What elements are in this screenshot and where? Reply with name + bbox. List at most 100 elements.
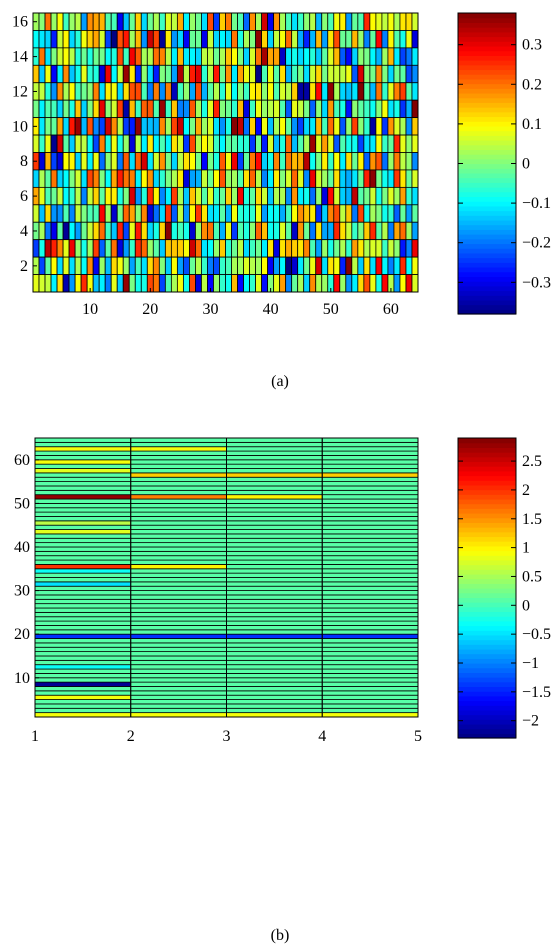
panel-a-cell [128, 82, 136, 101]
panel-b-colorbar-band [458, 630, 516, 636]
panel-a-cell [279, 64, 287, 84]
panel-b-cell [34, 524, 132, 530]
panel-a-cell [182, 30, 190, 49]
panel-b-cell [130, 598, 227, 605]
panel-b-y-tick-label: 60 [14, 452, 30, 469]
panel-a-cell [351, 117, 359, 136]
panel-a-cell [44, 256, 52, 275]
panel-b-cell [130, 703, 227, 709]
panel-b-cell [321, 502, 419, 509]
panel-a-cell [201, 99, 208, 119]
panel-a-cell [195, 82, 202, 101]
panel-b-cell [34, 677, 132, 683]
panel-a-cell [80, 274, 88, 293]
panel-a-cell [369, 169, 377, 188]
panel-b-cell [226, 712, 323, 718]
panel-a-cell [146, 152, 154, 171]
panel-a-cell [321, 30, 329, 49]
panel-b-cell [130, 707, 227, 714]
panel-a-cell [98, 99, 106, 119]
panel-a-cell [321, 274, 329, 293]
panel-a-cell [128, 117, 136, 136]
panel-a-cell [201, 117, 208, 136]
panel-a-cell [339, 274, 347, 293]
panel-a-cell [291, 274, 299, 293]
panel-a-cell [110, 152, 118, 171]
panel-a-y-tick-label: 12 [12, 83, 28, 100]
panel-a-cell [363, 12, 371, 31]
panel-b-colorbar-tick-label: −2 [522, 713, 539, 730]
panel-a-colorbar-tick-label: 0 [522, 156, 530, 173]
panel-b-cell [130, 529, 227, 535]
panel-a-colorbar-band [458, 116, 516, 122]
panel-a-cell [207, 256, 214, 275]
panel-a-cell [261, 274, 269, 293]
panel-a-cell [333, 204, 341, 223]
panel-a-cell [110, 239, 118, 258]
panel-a-colorbar-band [458, 13, 516, 19]
panel-a-cell [110, 204, 118, 223]
panel-a-cell [146, 30, 154, 49]
panel-a-cell [387, 64, 395, 84]
panel-a-cell [309, 239, 317, 258]
panel-a-cell [74, 256, 82, 275]
panel-a-cell [411, 134, 419, 153]
panel-a-cell [411, 221, 419, 241]
panel-a-cell [116, 117, 124, 136]
panel-b-cell [321, 611, 419, 618]
panel-a-cell [255, 134, 262, 153]
panel-a-cell [152, 239, 160, 258]
panel-b-cell [34, 629, 132, 635]
panel-a-cell [225, 221, 232, 241]
panel-b-colorbar-band [458, 691, 516, 697]
panel-a-cell [122, 64, 130, 84]
panel-a-cell [231, 30, 238, 49]
panel-a-cell [189, 82, 196, 101]
panel-a-cell [231, 274, 238, 293]
panel-b-colorbar-band [458, 700, 516, 706]
panel-a-cell [249, 82, 256, 101]
panel-a-cell [279, 47, 287, 66]
panel-a-cell [243, 256, 250, 275]
panel-a-cell [411, 99, 419, 119]
panel-b-cell [34, 581, 132, 587]
panel-a-cell [44, 64, 52, 84]
panel-b-colorbar-band [458, 639, 516, 645]
panel-a-cell [134, 134, 142, 153]
panel-a-colorbar-band [458, 229, 516, 235]
panel-a-colorbar-band [458, 31, 516, 38]
panel-b-cell [321, 607, 419, 613]
panel-a-cell [38, 117, 46, 136]
panel-a-cell [297, 152, 305, 171]
panel-b-cell [321, 494, 419, 500]
panel-a-cell [363, 64, 371, 84]
panel-b-cell [130, 476, 227, 482]
panel-a-cell [273, 152, 281, 171]
panel-a-cell [122, 186, 130, 206]
panel-a-cell [44, 152, 52, 171]
panel-a-cell [363, 239, 371, 258]
panel-a-cell [369, 99, 377, 119]
panel-a-cell [176, 169, 184, 188]
panel-a-cell [393, 186, 401, 206]
panel-b-colorbar-tick-label: −0.5 [522, 626, 551, 643]
panel-a-cell [182, 204, 190, 223]
panel-b-cell [226, 594, 323, 600]
panel-b-cell [130, 620, 227, 626]
panel-a-cell [158, 99, 166, 119]
panel-a-cell [357, 256, 365, 275]
panel-a-cell [62, 221, 70, 241]
panel-a-cell [44, 30, 52, 49]
panel-a-cell [291, 47, 299, 66]
panel-a-cell [182, 117, 190, 136]
panel-a-cell [116, 99, 124, 119]
panel-a-cell [405, 47, 413, 66]
panel-a-cell [273, 204, 281, 223]
panel-a-colorbar-band [458, 257, 516, 263]
panel-a-cell [201, 204, 208, 223]
panel-a-cell [56, 12, 64, 31]
panel-a-cell [291, 82, 299, 101]
panel-a-colorbar-band [458, 196, 516, 202]
panel-a-cell [176, 204, 184, 223]
panel-a-cell [267, 99, 275, 119]
